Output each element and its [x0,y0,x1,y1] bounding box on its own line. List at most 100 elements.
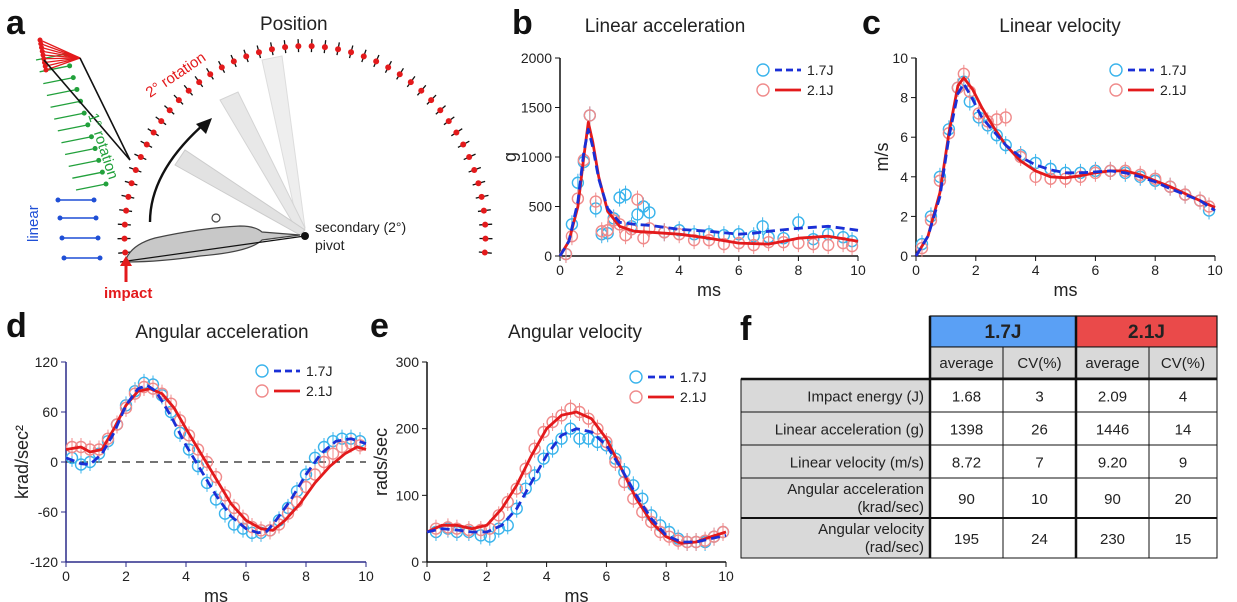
data-point-marker [236,512,250,525]
data-point-marker [528,469,541,482]
x-tick-label: 0 [62,568,70,584]
arc-marker [475,180,482,187]
row-label-cell [740,378,931,413]
table-value: 195 [954,531,979,548]
data-point-marker [613,218,626,231]
row-label: Linear velocity (m/s) [790,455,924,472]
data-point-marker [915,241,929,255]
linear-markers [55,197,103,261]
linear-dot [57,215,63,221]
y-tick-label: 500 [529,199,553,215]
table-value-cell [1002,517,1077,559]
linear-dot [97,255,103,261]
table-value-cell [929,411,1004,446]
table-value: 7 [1035,455,1043,472]
panel-letter-f: f [740,310,752,348]
table-value: 20 [1175,491,1192,508]
row-label: Angular velocity [818,521,924,538]
arc-marker [360,53,367,60]
y-tick-label: 300 [396,354,420,370]
arc-marker [175,97,182,104]
legend-marker [255,364,269,378]
row-label: Linear acceleration (g) [775,422,924,439]
series-line-1-7J [558,127,859,257]
data-point-marker [209,470,223,484]
panel-letter-d: d [6,307,27,345]
data-point-marker [501,495,514,509]
rotation2-dot [43,67,49,73]
x-tick-label: 10 [1207,262,1223,278]
data-point-marker [807,237,820,251]
rotation2-dot [38,41,44,47]
data-point-marker [582,412,595,425]
x-tick-label: 10 [358,568,374,584]
rotation2-connector [79,57,131,161]
arc-marker [471,166,478,173]
x-tick-label: 8 [662,568,670,584]
linear-dot [55,197,61,203]
data-point-marker [583,109,596,122]
data-point-marker [492,509,505,522]
arc-marker [132,166,139,173]
legend-marker [756,83,770,97]
rotation1-dot [103,181,109,187]
linear-dot [59,235,65,241]
subheader-cell [1002,346,1077,379]
arc-marker [243,53,250,60]
subheader-cell [1075,346,1150,379]
data-point-marker [308,468,322,481]
rotation2-label: 2° rotation [143,49,209,101]
arc-marker [268,46,275,53]
arc-marker [478,193,485,200]
data-point-marker [218,489,232,502]
arc-marker [196,79,203,86]
arc-marker [453,129,460,136]
legend-label: 2.1J [807,82,833,98]
panel-a-title: Position [260,14,328,35]
arc-marker [255,49,262,56]
data-point-marker [756,220,769,233]
x-tick-label: 0 [912,262,920,278]
linear-dot [61,255,67,261]
data-point-marker [687,233,701,247]
table-value: 9.20 [1098,455,1127,472]
arc-marker [122,249,129,256]
panel-f-summary-table: f 1.7J 2.1J average CV(%) average CV(%) Impact… [740,310,1218,559]
rotation1-dot [92,146,98,152]
panel-c-linear-velocity: c Linear velocity 0 2 4 6 8 10 0 2 4 6 8 10 ms m/s 1.7… [862,4,1223,300]
data-point-marker [101,432,115,445]
data-point-marker [619,188,632,201]
arc-marker [308,43,315,50]
panel-letter-e: e [370,307,389,345]
x-tick-label: 4 [675,262,683,278]
rotation1-dot [88,134,94,140]
legend-label: 2.1J [1160,82,1186,98]
y-tick-label: 0 [544,248,552,264]
y-tick-label: 200 [396,421,420,437]
rotation1-dot [74,86,80,92]
data-point-marker [474,523,488,537]
arc-marker [137,154,144,161]
data-point-marker [128,387,142,400]
y-tick-label: 2000 [521,50,552,66]
series-line-2-1J [558,120,859,257]
rotation1-dot [67,63,73,69]
table-value: 90 [958,491,975,508]
series-line-2-1J [426,410,727,545]
arc-marker [230,58,237,65]
data-point-marker [643,206,656,219]
data-point-marker [537,452,550,465]
chart-e-title: Angular velocity [508,322,643,343]
legend-marker [629,370,643,384]
arc-marker [218,64,225,71]
data-point-marker [589,195,602,208]
data-point-marker [441,521,455,534]
legend-marker [629,390,643,404]
table-value-cell [1002,477,1077,519]
arc-marker [482,235,489,242]
arc-marker [428,97,435,104]
arc-marker [128,180,135,187]
data-point-marker [716,525,730,539]
arc-marker [121,221,128,228]
subheader-label: average [939,355,993,372]
